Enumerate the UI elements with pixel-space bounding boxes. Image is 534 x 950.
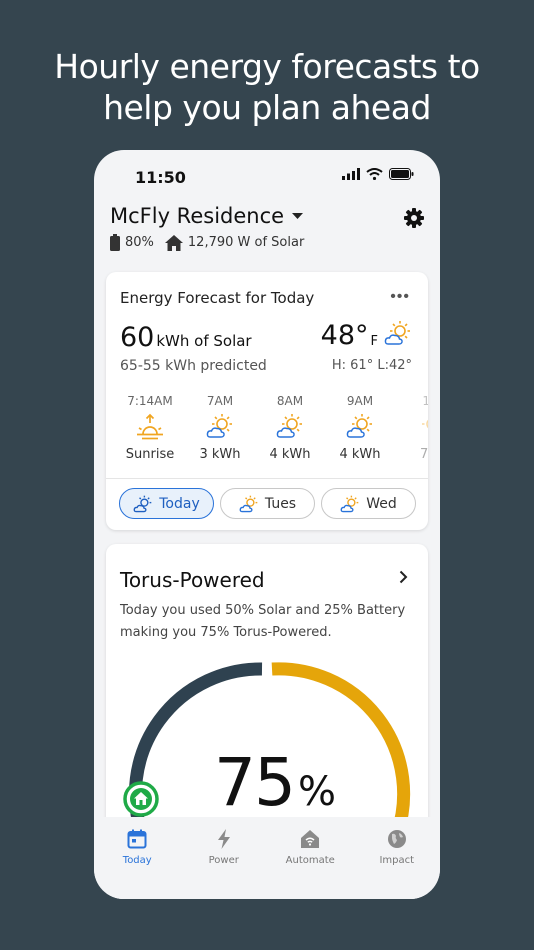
headline-line-1: Hourly energy forecasts to [54, 47, 480, 86]
headline: Hourly energy forecasts to help you plan… [0, 46, 534, 128]
home-summary: 80% 12,790 W of Solar [110, 234, 424, 251]
home-badge-icon [123, 781, 159, 817]
solar-forecast-value: 60 [120, 322, 155, 353]
tab-automate[interactable]: Automate [267, 829, 354, 899]
hourly-forecast[interactable]: 7:14AM Sunrise 7AM [106, 394, 428, 474]
hour-value: 4 kWh [269, 447, 311, 462]
energy-forecast-card: Energy Forecast for Today ••• 60 kWh of … [106, 272, 428, 530]
calendar-icon [127, 829, 147, 849]
day-tab-today[interactable]: Today [119, 488, 214, 519]
partly-sunny-icon [346, 414, 372, 438]
bottom-tab-bar: Today Power Automate Impact [94, 817, 440, 899]
predicted-range: 65-55 kWh predicted [120, 358, 267, 374]
temperature-unit: F [370, 334, 378, 349]
phone-screen: 11:50 McFly Residence [94, 150, 440, 899]
divider [106, 478, 428, 479]
torus-percent-unit: % [297, 769, 336, 815]
tab-today[interactable]: Today [94, 829, 181, 899]
day-tab-label: Tues [264, 495, 297, 512]
tab-label: Impact [379, 855, 415, 866]
tab-label: Today [122, 855, 152, 866]
more-options-icon[interactable]: ••• [390, 288, 410, 305]
day-selector: Today Tues [119, 488, 416, 519]
status-time: 11:50 [135, 168, 186, 187]
gear-icon[interactable] [404, 208, 424, 228]
gauge-solar-arc [271, 662, 411, 837]
partly-sunny-icon [206, 414, 232, 438]
signal-icon [342, 168, 360, 180]
smart-home-icon [301, 830, 320, 848]
hour-time: 7:14AM [127, 394, 173, 408]
solar-output: 12,790 W of Solar [187, 235, 305, 250]
partly-sunny-icon [384, 321, 410, 345]
solar-forecast: 60 kWh of Solar [120, 322, 252, 353]
hour-item: 9AM 4 kWh [325, 394, 395, 462]
day-tab-tues[interactable]: Tues [220, 488, 315, 519]
hour-value: 4 kWh [339, 447, 381, 462]
partly-sunny-icon [276, 414, 302, 438]
hour-value: 3 kWh [199, 447, 241, 462]
home-title: McFly Residence [110, 204, 285, 228]
hour-item: 8AM 4 kWh [255, 394, 325, 462]
solar-forecast-unit: kWh of Solar [156, 332, 252, 350]
partly-sunny-icon [133, 495, 152, 512]
headline-line-2: help you plan ahead [103, 88, 431, 127]
home-icon [164, 234, 183, 251]
tab-impact[interactable]: Impact [354, 829, 441, 899]
temperature: 48° F [321, 320, 412, 351]
chevron-right-icon[interactable] [399, 570, 408, 584]
hour-time: 7AM [206, 394, 234, 408]
torus-description: Today you used 50% Solar and 25% Battery… [120, 603, 406, 640]
home-selector[interactable]: McFly Residence [110, 204, 424, 228]
partly-sunny-icon [340, 495, 359, 512]
partly-sunny-icon [422, 419, 428, 429]
home-header: McFly Residence 80% 12,790 W of Solar [110, 204, 424, 251]
battery-icon [110, 234, 120, 251]
battery-percent: 80% [125, 235, 154, 250]
wifi-icon [366, 168, 383, 180]
hour-item: 7:14AM Sunrise [115, 394, 185, 462]
tab-label: Power [208, 855, 239, 866]
battery-status-icon [389, 168, 414, 180]
day-tab-label: Wed [366, 495, 397, 512]
tab-label: Automate [285, 855, 335, 866]
hour-item: 10 7 k [395, 394, 428, 462]
hour-time: 10 [422, 394, 428, 408]
high-low-temp: H: 61° L:42° [331, 358, 412, 373]
forecast-title: Energy Forecast for Today [120, 289, 315, 307]
hour-item: 7AM 3 kWh [185, 394, 255, 462]
hour-time: 9AM [346, 394, 374, 408]
hour-value: Sunrise [125, 447, 175, 462]
day-tab-wed[interactable]: Wed [321, 488, 416, 519]
day-tab-label: Today [159, 495, 200, 512]
caret-down-icon [292, 212, 304, 219]
torus-percent: 75 % [214, 744, 336, 821]
torus-title: Torus-Powered [120, 568, 265, 592]
tab-power[interactable]: Power [181, 829, 268, 899]
partly-sunny-icon [239, 495, 258, 512]
hour-time: 8AM [276, 394, 304, 408]
sunrise-icon [137, 413, 163, 440]
status-icons [342, 168, 414, 180]
status-bar: 11:50 [94, 150, 440, 200]
temperature-value: 48° [320, 320, 369, 351]
globe-icon [387, 830, 406, 848]
torus-percent-value: 75 [214, 744, 296, 821]
hour-value: 7 k [420, 447, 428, 462]
lightning-icon [217, 829, 230, 849]
